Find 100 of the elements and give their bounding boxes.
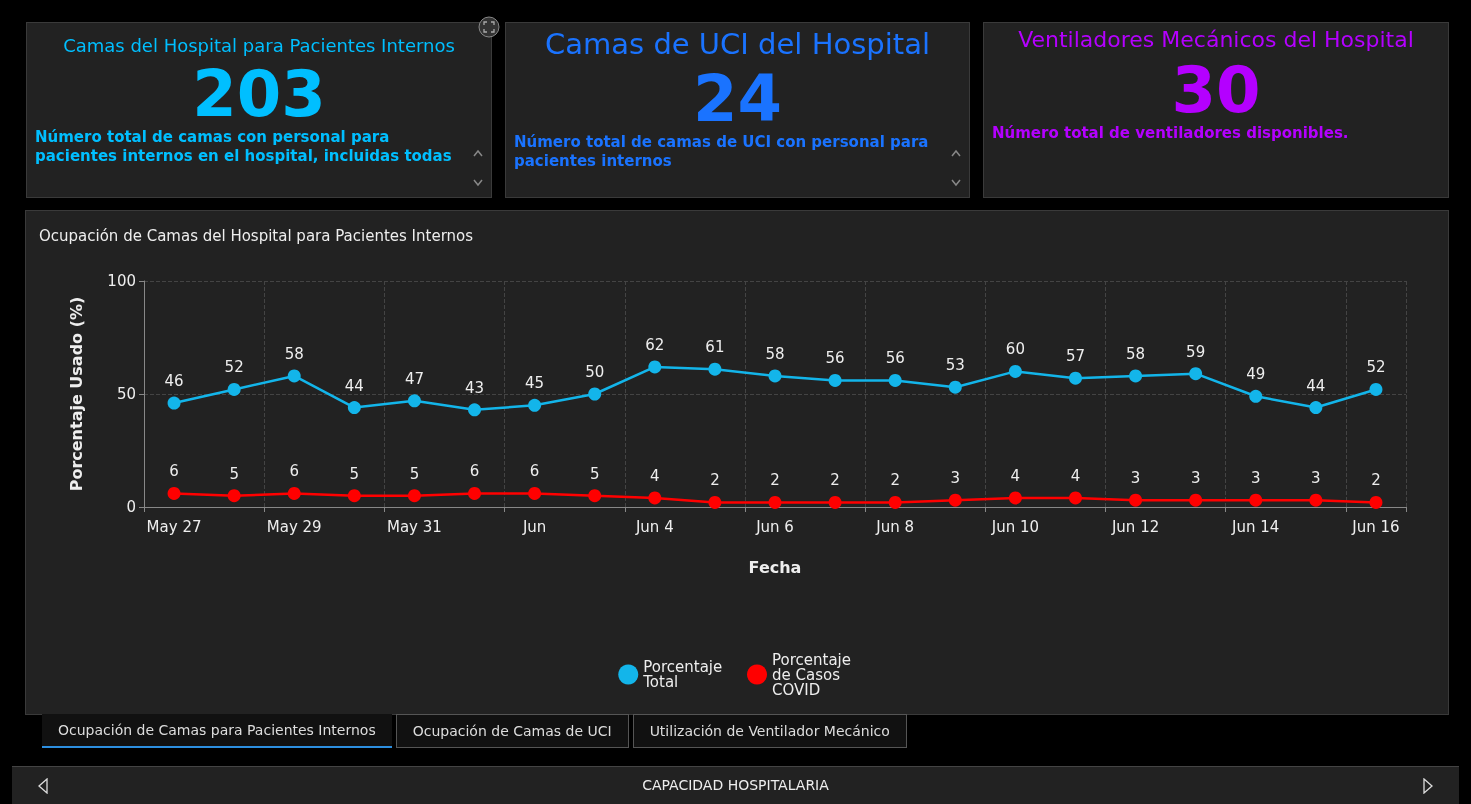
point — [768, 369, 782, 383]
data-label: 47 — [404, 369, 424, 388]
y-tick-label: 0 — [126, 498, 136, 516]
data-label: 56 — [825, 349, 845, 368]
point — [1068, 491, 1082, 505]
point — [167, 396, 181, 410]
x-axis-title: Fecha — [748, 557, 802, 577]
y-axis-title: Porcentaje Usado (%) — [66, 296, 86, 492]
chart-title: Ocupación de Camas del Hospital para Pacientes Internos — [39, 226, 474, 245]
text: Número total de camas con personal para pacientes internos en el hospital, incluidas todas — [34, 128, 453, 166]
point — [1249, 493, 1263, 507]
point — [1249, 389, 1263, 403]
point — [227, 489, 241, 503]
data-label: 52 — [224, 358, 244, 377]
x-tick-label: Jun 8 — [875, 517, 915, 536]
data-label: 4 — [1010, 466, 1021, 485]
x-tick-label: Jun 10 — [990, 517, 1040, 536]
point — [227, 382, 241, 396]
data-label: 44 — [1306, 376, 1326, 395]
x-tick-label: Jun 16 — [1351, 517, 1400, 536]
data-label: 3 — [1130, 469, 1141, 488]
point — [888, 495, 902, 509]
data-label: 6 — [169, 462, 179, 481]
data-label: 4 — [1070, 466, 1081, 485]
point — [468, 486, 482, 500]
data-label: 53 — [945, 356, 965, 375]
point — [948, 380, 962, 394]
point — [167, 486, 181, 500]
data-label: 50 — [585, 363, 605, 381]
point — [347, 489, 361, 503]
point — [648, 491, 662, 505]
point — [1189, 493, 1203, 507]
point — [1309, 493, 1323, 507]
data-label: 3 — [1311, 469, 1321, 488]
legend-label: Porcentaje Total — [642, 658, 727, 691]
x-tick-label: Jun 14 — [1231, 517, 1280, 536]
text: Ventiladores Mecánicos del Hospital — [1017, 27, 1415, 52]
point — [287, 486, 301, 500]
data-label: 58 — [1126, 344, 1146, 363]
point — [1068, 371, 1082, 385]
data-label: 6 — [529, 462, 540, 481]
data-label: 30 — [1171, 53, 1261, 127]
text: CAPACIDAD HOSPITALARIA — [12, 767, 1459, 803]
data-label: 6 — [289, 462, 300, 481]
text: Número total de ventiladores disponibles. — [991, 124, 1350, 143]
legend-label: Porcentaje de Casos COVID — [772, 650, 856, 699]
point — [588, 387, 602, 401]
data-label: 62 — [645, 335, 665, 354]
x-tick-label: Jun — [521, 517, 547, 536]
point — [828, 495, 842, 509]
point — [1008, 364, 1022, 378]
point — [708, 495, 722, 509]
data-label: 52 — [1366, 358, 1386, 377]
point — [1129, 369, 1143, 383]
point — [1369, 382, 1383, 396]
data-label: 5 — [229, 464, 239, 483]
data-label: 61 — [705, 338, 725, 357]
data-label: 2 — [1371, 471, 1381, 490]
point — [528, 486, 542, 500]
text: Camas del Hospital para Pacientes Internos — [62, 35, 456, 56]
x-tick-label: May 29 — [266, 517, 322, 536]
y-tick-label: 100 — [107, 272, 136, 290]
point — [1309, 401, 1323, 415]
category-label: Utilización de Ventilador Mecánico — [632, 714, 907, 748]
x-tick-label: May 31 — [386, 517, 442, 536]
point — [407, 489, 421, 503]
data-label: 2 — [710, 471, 720, 490]
data-label: 5 — [349, 464, 360, 483]
point — [648, 360, 662, 374]
category-label: Ocupación de Camas de UCI — [395, 714, 629, 748]
data-label: 2 — [830, 471, 840, 490]
x-tick-label: Jun 4 — [634, 517, 674, 536]
data-label: 58 — [765, 344, 785, 363]
x-tick-label: Jun 6 — [755, 517, 794, 536]
data-label: 5 — [589, 464, 600, 483]
data-label: 46 — [164, 372, 184, 391]
data-label: 203 — [192, 57, 326, 131]
point — [828, 373, 842, 387]
point — [888, 373, 902, 387]
point — [287, 369, 301, 383]
category-label: Ocupación de Camas para Pacientes Internos — [42, 714, 392, 748]
text: Camas de UCI del Hospital — [544, 27, 931, 61]
y-tick-label: 50 — [116, 385, 136, 403]
data-label: 60 — [1005, 340, 1025, 359]
data-label: 3 — [1190, 469, 1201, 488]
point — [407, 394, 421, 408]
point — [1129, 493, 1143, 507]
point — [1008, 491, 1022, 505]
data-label: 5 — [409, 464, 420, 483]
x-tick-label: Jun 12 — [1110, 517, 1160, 536]
point — [1369, 495, 1383, 509]
data-label: 56 — [885, 349, 905, 368]
point — [1189, 367, 1203, 381]
data-label: 3 — [950, 469, 961, 488]
data-label: 58 — [284, 344, 304, 363]
data-label: 4 — [650, 466, 660, 485]
point — [948, 493, 962, 507]
data-label: 2 — [890, 471, 900, 490]
data-label: 43 — [464, 378, 485, 397]
point — [528, 398, 542, 412]
